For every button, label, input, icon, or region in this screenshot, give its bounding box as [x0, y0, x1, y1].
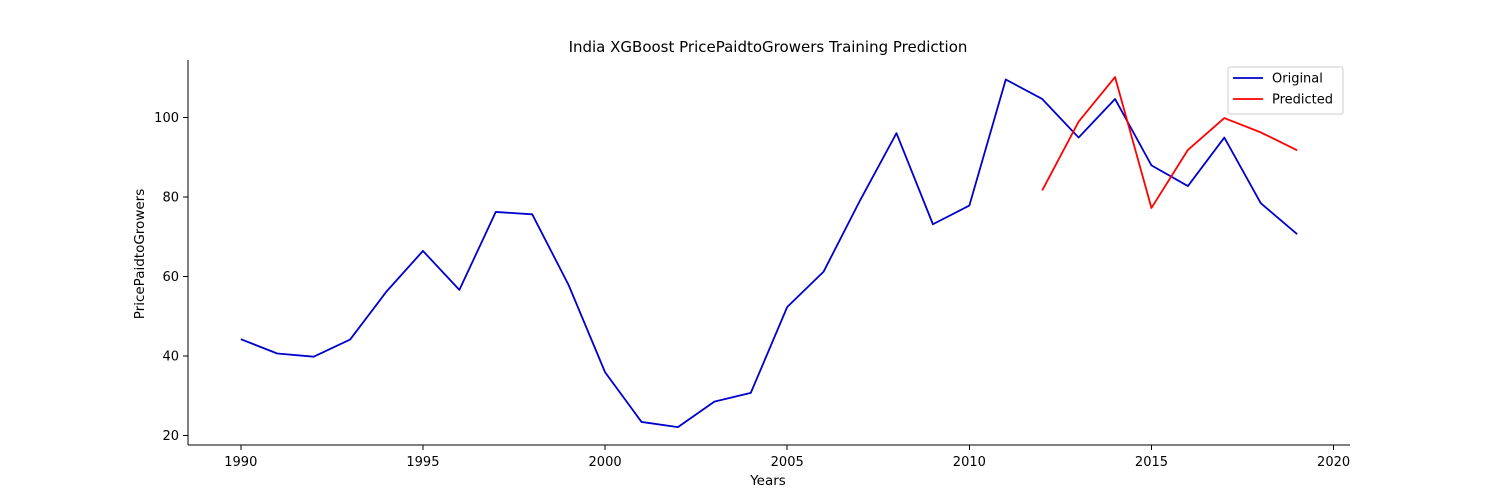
data-point-original	[677, 426, 679, 428]
chart-title: India XGBoost PricePaidtoGrowers Trainin…	[569, 38, 968, 56]
data-point-original	[458, 289, 460, 291]
data-point-predicted	[1077, 120, 1079, 122]
data-point-original	[750, 392, 752, 394]
data-point-original	[604, 371, 606, 373]
legend-entries: Original Predicted	[1233, 72, 1333, 108]
data-point-predicted	[1114, 76, 1116, 78]
y-axis-label: PricePaidtoGrowers	[132, 189, 148, 320]
data-point-original	[1187, 185, 1189, 187]
data-point-predicted	[1260, 131, 1262, 133]
series-lines	[240, 76, 1298, 429]
data-point-original	[385, 290, 387, 292]
data-point-original	[786, 306, 788, 308]
data-point-predicted	[1223, 117, 1225, 119]
x-tick-label: 2020	[1317, 455, 1350, 470]
data-point-original	[240, 338, 242, 340]
data-point-original	[531, 213, 533, 215]
data-point-predicted	[1041, 189, 1043, 191]
data-point-original	[859, 199, 861, 201]
data-point-original	[1223, 136, 1225, 138]
x-axis-ticks: 1990 1995 2000 2005 2010 2015 2020	[224, 445, 1350, 470]
data-point-original	[1260, 202, 1262, 204]
y-tick-label: 100	[154, 111, 179, 126]
y-tick-label: 60	[162, 270, 179, 285]
x-tick-label: 2000	[589, 455, 622, 470]
x-tick-label: 2005	[771, 455, 804, 470]
y-tick-label: 80	[162, 190, 179, 205]
y-tick-label: 40	[162, 349, 179, 364]
legend-label-predicted: Predicted	[1272, 93, 1333, 108]
series-line-original	[240, 78, 1298, 429]
data-point-original	[968, 204, 970, 206]
data-point-original	[1005, 78, 1007, 80]
data-point-original	[640, 421, 642, 423]
data-point-original	[1041, 98, 1043, 100]
x-axis-label: Years	[749, 473, 786, 489]
data-point-original	[1077, 136, 1079, 138]
x-tick-label: 1990	[224, 455, 257, 470]
x-tick-label: 2010	[953, 455, 986, 470]
data-point-predicted	[1150, 207, 1152, 209]
data-point-original	[312, 356, 314, 358]
y-axis-ticks: 20 40 60 80 100	[154, 111, 188, 444]
data-point-original	[932, 223, 934, 225]
data-point-original	[422, 250, 424, 252]
data-point-original	[1296, 233, 1298, 235]
data-point-original	[1150, 164, 1152, 166]
data-point-predicted	[1296, 149, 1298, 151]
series-line-predicted	[1041, 76, 1298, 209]
data-point-original	[895, 132, 897, 134]
y-tick-label: 20	[162, 429, 179, 444]
legend: Original Predicted	[1227, 66, 1344, 115]
x-tick-label: 2015	[1135, 455, 1168, 470]
data-point-original	[713, 400, 715, 402]
data-point-original	[495, 211, 497, 213]
data-point-original	[1114, 98, 1116, 100]
legend-label-original: Original	[1272, 72, 1323, 87]
data-point-original	[567, 284, 569, 286]
data-point-original	[276, 352, 278, 354]
data-point-original	[349, 338, 351, 340]
data-point-predicted	[1187, 149, 1189, 151]
x-tick-label: 1995	[406, 455, 439, 470]
data-point-original	[822, 270, 824, 272]
